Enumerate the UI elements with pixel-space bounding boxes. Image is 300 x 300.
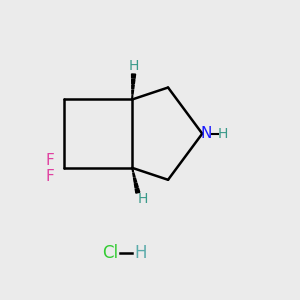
Text: H: H (138, 192, 148, 206)
Text: Cl: Cl (102, 244, 118, 262)
Text: H: H (135, 244, 147, 262)
Text: F: F (45, 153, 54, 168)
Text: H: H (128, 59, 139, 73)
Text: F: F (45, 169, 54, 184)
Polygon shape (134, 178, 136, 182)
Polygon shape (132, 90, 134, 94)
Text: H: H (218, 127, 228, 141)
Polygon shape (135, 188, 140, 193)
Polygon shape (132, 85, 134, 89)
Polygon shape (132, 74, 136, 78)
Polygon shape (132, 95, 133, 100)
Polygon shape (133, 173, 135, 177)
Text: N: N (200, 126, 212, 141)
Polygon shape (132, 168, 134, 172)
Polygon shape (132, 79, 135, 83)
Polygon shape (134, 183, 138, 188)
